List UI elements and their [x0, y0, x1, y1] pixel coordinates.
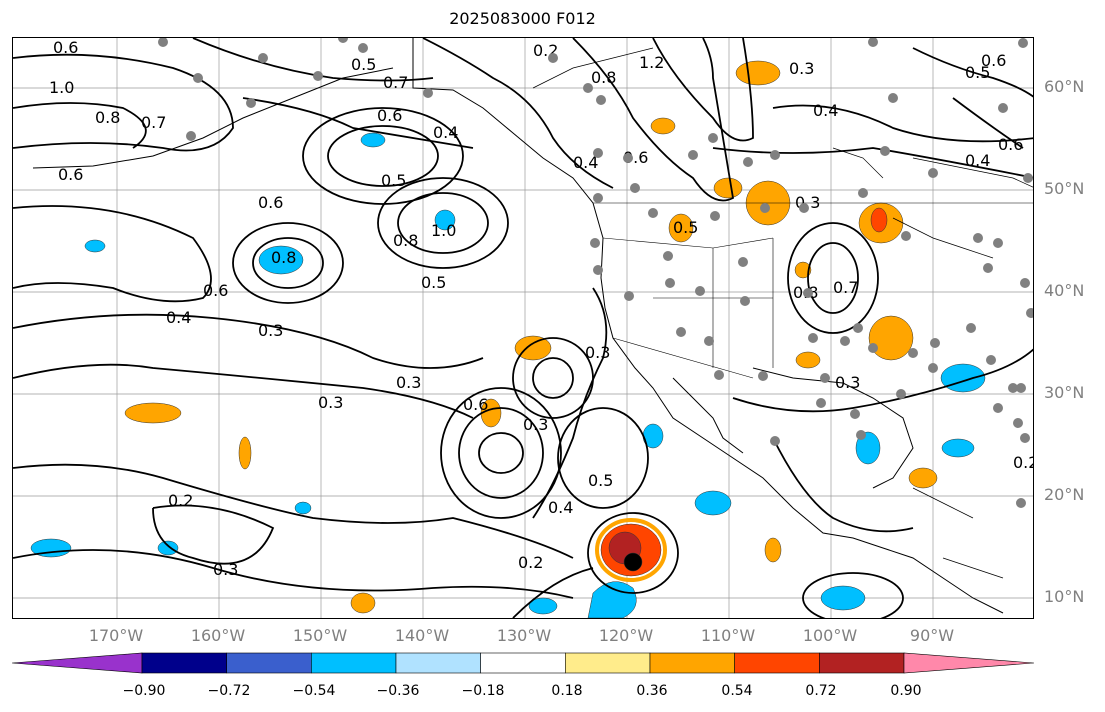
colorbar-tick-label: 0.72: [805, 683, 837, 699]
shaded-field: [30, 60, 986, 618]
contour-label: 1.0: [49, 78, 74, 97]
lat-label: 40°N: [1044, 281, 1085, 300]
colorbar-extend-max: [903, 652, 1035, 674]
contour-label: 0.6: [463, 395, 488, 414]
map-canvas: 0.6 0.5 0.7 1.0 0.8 0.7 0.6 0.6 0.4 0.5 …: [13, 38, 1034, 618]
contour-label: 0.4: [166, 308, 191, 327]
contour-label: 0.3: [835, 373, 860, 392]
lon-label: 110°W: [700, 626, 756, 645]
contour-label: 1.2: [639, 53, 664, 72]
contour-label: 0.2: [168, 491, 193, 510]
contour-label: 0.6: [377, 106, 402, 125]
contour-label: 0.2: [1013, 453, 1034, 472]
contour-label: 0.4: [573, 153, 598, 172]
lon-label: 120°W: [598, 626, 654, 645]
lat-label: 60°N: [1044, 77, 1085, 96]
contour-label: 0.6: [203, 281, 228, 300]
lat-label: 30°N: [1044, 383, 1085, 402]
colorbar-segment: [226, 652, 312, 674]
map-title: 2025083000 F012: [449, 9, 596, 28]
contour-label: 0.5: [351, 55, 376, 74]
lon-label: 160°W: [190, 626, 246, 645]
colorbar-segment: [141, 652, 227, 674]
contour-lines: [13, 38, 1033, 618]
contour-label: 0.3: [213, 560, 238, 579]
contour-label: 0.3: [585, 343, 610, 362]
contour-labels: 0.6 0.5 0.7 1.0 0.8 0.7 0.6 0.6 0.4 0.5 …: [49, 38, 1034, 579]
contour-label: 0.8: [591, 68, 616, 87]
colorbar-segment: [311, 652, 397, 674]
contour-label: 0.2: [518, 553, 543, 572]
lat-label: 20°N: [1044, 485, 1085, 504]
contour-label: 0.7: [141, 113, 166, 132]
lon-label: 90°W: [909, 626, 955, 645]
colorbar-tick-label: −0.18: [461, 683, 505, 699]
lat-label: 10°N: [1044, 587, 1085, 606]
colorbar-tick-label: 0.36: [636, 683, 668, 699]
colorbar: [12, 652, 1035, 674]
contour-label: 0.4: [548, 498, 573, 517]
lon-label: 130°W: [496, 626, 552, 645]
colorbar-segment: [649, 652, 735, 674]
lat-label: 50°N: [1044, 179, 1085, 198]
contour-label: 0.4: [433, 123, 458, 142]
contour-label: 0.6: [58, 165, 83, 184]
colorbar-extend-min: [12, 652, 143, 674]
colorbar-tick-label: −0.72: [207, 683, 251, 699]
contour-label: 0.8: [271, 248, 296, 267]
station-markers: [158, 38, 1033, 508]
lon-label: 140°W: [394, 626, 450, 645]
colorbar-segment: [565, 652, 651, 674]
contour-label: 0.8: [95, 108, 120, 127]
contour-label: 0.6: [998, 135, 1023, 154]
contour-label: 0.6: [981, 51, 1006, 70]
contour-label: 0.7: [833, 278, 858, 297]
colorbar-tick-label: −0.90: [122, 683, 166, 699]
contour-label: 0.5: [421, 273, 446, 292]
contour-label: 0.5: [965, 63, 990, 82]
colorbar-tick-label: 0.18: [551, 683, 583, 699]
colorbar-tick-label: −0.54: [292, 683, 336, 699]
colorbar-tick-label: 0.54: [721, 683, 753, 699]
lon-label: 170°W: [88, 626, 144, 645]
colorbar-segment: [819, 652, 905, 674]
contour-label: 0.7: [383, 73, 408, 92]
map-panel[interactable]: 0.6 0.5 0.7 1.0 0.8 0.7 0.6 0.6 0.4 0.5 …: [12, 37, 1034, 619]
lon-label: 100°W: [802, 626, 858, 645]
contour-label: 0.5: [381, 171, 406, 190]
contour-label: 0.4: [813, 101, 838, 120]
contour-label: 0.6: [53, 38, 78, 57]
contour-label: 0.3: [258, 321, 283, 340]
contour-label: 0.3: [789, 59, 814, 78]
contour-label: 0.3: [396, 373, 421, 392]
colorbar-tick-label: −0.36: [376, 683, 420, 699]
contour-label: 0.5: [673, 218, 698, 237]
contour-label: 0.6: [258, 193, 283, 212]
contour-label: 0.8: [393, 231, 418, 250]
contour-label: 0.4: [965, 151, 990, 170]
coastlines: [32, 38, 1033, 614]
colorbar-segment: [734, 652, 820, 674]
colorbar-segment: [395, 652, 481, 674]
contour-label: 0.3: [318, 393, 343, 412]
lon-label: 150°W: [292, 626, 348, 645]
colorbar-segment: [480, 652, 566, 674]
contour-label: 0.5: [588, 471, 613, 490]
contour-label: 0.3: [523, 415, 548, 434]
colorbar-tick-label: 0.90: [890, 683, 922, 699]
contour-label: 1.0: [431, 221, 456, 240]
